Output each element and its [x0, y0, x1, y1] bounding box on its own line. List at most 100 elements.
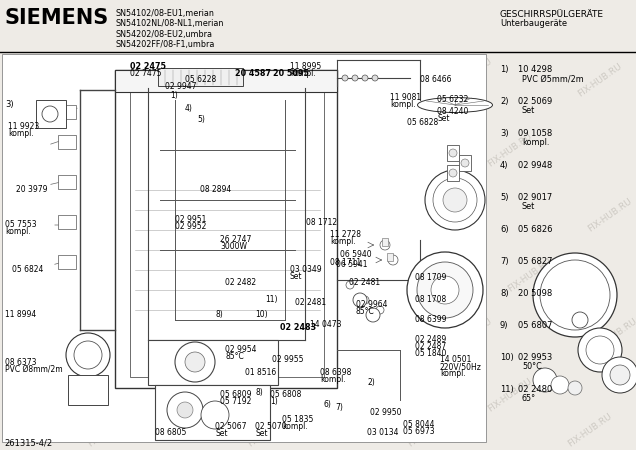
Text: 20 3979: 20 3979: [16, 185, 48, 194]
Bar: [115, 70, 337, 388]
Bar: [447, 165, 459, 181]
Text: FIX-HUB.RU: FIX-HUB.RU: [186, 377, 233, 414]
Text: FIX-HUB.RU: FIX-HUB.RU: [1, 316, 49, 354]
Circle shape: [66, 333, 110, 377]
Text: 85°C: 85°C: [356, 307, 375, 316]
Text: Set: Set: [215, 429, 228, 438]
Bar: [58, 135, 76, 149]
Text: 5): 5): [197, 115, 205, 124]
Text: 11 8995: 11 8995: [290, 62, 321, 71]
Circle shape: [610, 365, 630, 385]
Text: FIX-HUB.RU: FIX-HUB.RU: [487, 131, 534, 168]
Circle shape: [74, 341, 102, 369]
Circle shape: [572, 312, 588, 328]
Text: 05 6827: 05 6827: [518, 257, 553, 266]
Text: 1): 1): [270, 397, 278, 406]
Text: FIX-HUB.RU: FIX-HUB.RU: [56, 256, 104, 293]
Text: Set: Set: [290, 272, 303, 281]
Text: FIX-HUB.RU: FIX-HUB.RU: [237, 12, 284, 49]
Text: FIX-HUB.RU: FIX-HUB.RU: [307, 62, 354, 99]
Circle shape: [551, 376, 569, 394]
Text: 02 2487: 02 2487: [415, 342, 446, 351]
Text: 02 9947: 02 9947: [165, 82, 197, 91]
Text: 8): 8): [215, 310, 223, 319]
Text: 02 7475: 02 7475: [130, 69, 162, 78]
Text: 09 1058: 09 1058: [518, 129, 552, 138]
Circle shape: [433, 178, 477, 222]
Text: FIX-HUB.RU: FIX-HUB.RU: [406, 411, 453, 449]
Text: 2): 2): [500, 97, 509, 106]
Text: kompl.: kompl.: [330, 237, 356, 246]
Circle shape: [461, 159, 469, 167]
Bar: [459, 155, 471, 171]
Text: 05 6824: 05 6824: [12, 265, 43, 274]
Bar: [2, 54, 486, 442]
Text: 14 0473: 14 0473: [310, 320, 342, 329]
Text: 05 6809: 05 6809: [220, 390, 251, 399]
Text: 20 5098: 20 5098: [518, 289, 552, 298]
Text: 4): 4): [185, 104, 193, 113]
Text: 2): 2): [367, 378, 375, 387]
Text: FIX-HUB.RU: FIX-HUB.RU: [586, 197, 633, 234]
Text: 14 0501: 14 0501: [440, 355, 471, 364]
Text: 8): 8): [255, 388, 263, 397]
Text: kompl.: kompl.: [440, 369, 466, 378]
Text: FIX-HUB.RU: FIX-HUB.RU: [86, 411, 134, 449]
Circle shape: [42, 106, 58, 122]
Text: 3000W: 3000W: [220, 242, 247, 251]
Text: SIEMENS: SIEMENS: [5, 8, 109, 28]
Text: 02 9964: 02 9964: [356, 300, 387, 309]
Text: kompl.: kompl.: [5, 227, 31, 236]
Text: 03 0134: 03 0134: [367, 428, 399, 437]
Text: SN54102/08-EU1,merian
SN54102NL/08-NL1,merian
SN54202/08-EU2,umbra
SN54202FF/08-: SN54102/08-EU1,merian SN54102NL/08-NL1,m…: [115, 9, 223, 49]
Text: 08 6805: 08 6805: [155, 428, 186, 437]
Text: 10): 10): [255, 310, 268, 319]
Circle shape: [417, 262, 473, 318]
Text: FIX-HUB.RU: FIX-HUB.RU: [531, 12, 579, 49]
Text: 02 9948: 02 9948: [518, 161, 552, 170]
Circle shape: [443, 188, 467, 212]
Bar: [382, 238, 388, 246]
Text: GESCHIRRSPÜLGERÄTE: GESCHIRRSPÜLGERÄTE: [500, 10, 604, 19]
Text: 02 9950: 02 9950: [370, 408, 401, 417]
Text: 4): 4): [500, 161, 509, 170]
Text: FIX-HUB.RU: FIX-HUB.RU: [186, 131, 233, 168]
Text: FIX-HUB.RU: FIX-HUB.RU: [141, 197, 189, 234]
Circle shape: [578, 328, 622, 372]
Text: 3): 3): [5, 100, 13, 109]
Text: FIX-HUB.RU: FIX-HUB.RU: [291, 197, 339, 234]
Text: 08 1709: 08 1709: [415, 273, 446, 282]
Text: 02 2480: 02 2480: [518, 385, 552, 394]
Text: 05 7192: 05 7192: [220, 397, 251, 406]
Text: FIX-HUB.RU: FIX-HUB.RU: [446, 57, 494, 94]
Text: 11 9081: 11 9081: [390, 93, 421, 102]
Text: 11): 11): [265, 295, 277, 304]
Text: 11): 11): [500, 385, 514, 394]
Text: 05 6973: 05 6973: [403, 427, 434, 436]
Circle shape: [425, 170, 485, 230]
Text: 05 6232: 05 6232: [437, 95, 468, 104]
Bar: [58, 255, 76, 269]
Text: FIX-HUB.RU: FIX-HUB.RU: [506, 256, 554, 293]
Text: 20 4587: 20 4587: [235, 69, 271, 78]
Text: FIX-HUB.RU: FIX-HUB.RU: [71, 12, 119, 49]
Bar: [0, 0, 636, 52]
Circle shape: [185, 352, 205, 372]
Bar: [158, 68, 243, 86]
Text: 02 2481: 02 2481: [295, 298, 326, 307]
Text: 26 2747: 26 2747: [220, 235, 251, 244]
Text: 02 2481: 02 2481: [349, 278, 380, 287]
Text: 5): 5): [500, 193, 509, 202]
Text: PVC Ø5mm/2m: PVC Ø5mm/2m: [522, 74, 584, 83]
Text: 08 6399: 08 6399: [415, 315, 446, 324]
Text: 05 8044: 05 8044: [403, 420, 434, 429]
Text: FIX-HUB.RU: FIX-HUB.RU: [591, 316, 636, 354]
Text: FIX-HUB.RU: FIX-HUB.RU: [566, 411, 614, 449]
Text: FIX-HUB.RU: FIX-HUB.RU: [336, 130, 384, 166]
Bar: [447, 145, 459, 161]
Text: kompl.: kompl.: [282, 422, 308, 431]
Text: 65°: 65°: [522, 394, 536, 403]
Circle shape: [352, 75, 358, 81]
Circle shape: [177, 402, 193, 418]
Text: 261315-4/2: 261315-4/2: [4, 438, 52, 447]
